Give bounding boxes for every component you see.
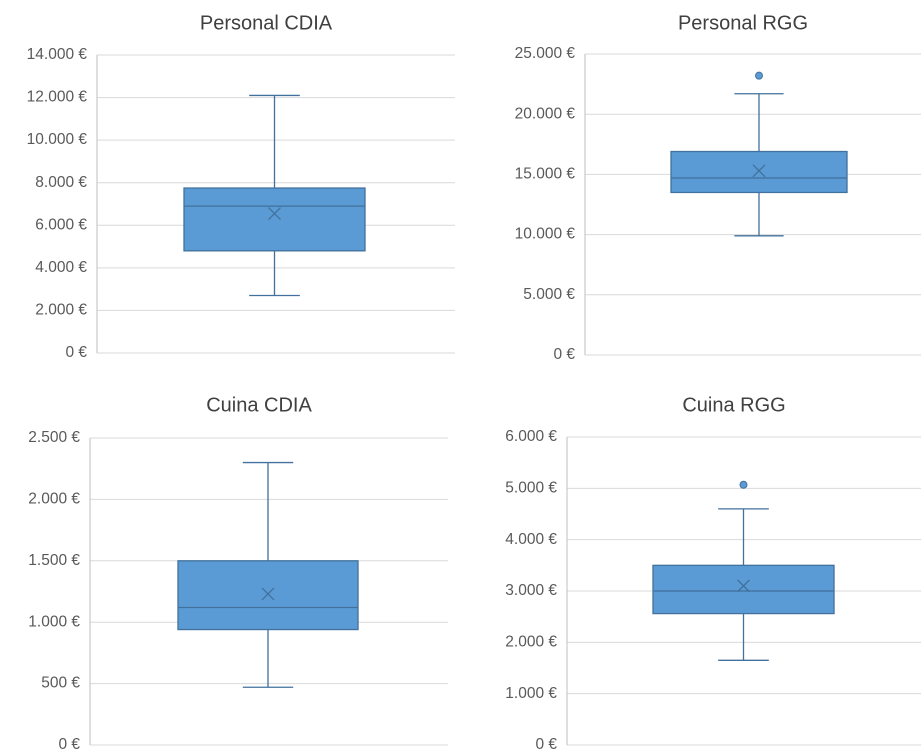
y-tick-label: 6.000 € [505, 428, 557, 445]
y-tick-label: 6.000 € [35, 216, 87, 233]
y-tick-label: 25.000 € [515, 45, 576, 62]
chart-title: Cuina RGG [682, 394, 785, 416]
y-tick-label: 3.000 € [505, 582, 557, 599]
y-tick-label: 0 € [535, 736, 557, 752]
y-tick-label: 10.000 € [515, 226, 576, 243]
y-tick-label: 5.000 € [523, 286, 575, 303]
y-tick-label: 15.000 € [515, 165, 576, 182]
y-tick-label: 5.000 € [505, 479, 557, 496]
y-tick-label: 0 € [553, 346, 575, 363]
y-tick-label: 500 € [41, 675, 80, 692]
y-tick-label: 1.000 € [28, 613, 80, 630]
y-tick-label: 4.000 € [35, 259, 87, 276]
y-tick-label: 2.000 € [28, 490, 80, 507]
box [670, 150, 848, 194]
y-tick-label: 4.000 € [505, 531, 557, 548]
outlier [755, 71, 763, 80]
mean-marker [268, 207, 281, 221]
y-tick-label: 0 € [58, 736, 80, 752]
mean-marker [737, 579, 750, 593]
y-tick-label: 0 € [65, 344, 87, 361]
box [177, 560, 359, 631]
y-tick-label: 8.000 € [35, 174, 87, 191]
y-tick-label: 2.500 € [28, 429, 80, 446]
mean-marker [752, 164, 766, 178]
mean-marker [261, 587, 275, 601]
outlier [739, 480, 748, 489]
y-tick-label: 20.000 € [515, 105, 576, 122]
chart-title: Cuina CDIA [206, 394, 312, 416]
y-tick-label: 12.000 € [27, 89, 88, 106]
chart-title: Personal RGG [678, 12, 808, 34]
box [652, 564, 835, 615]
y-tick-label: 14.000 € [27, 46, 88, 63]
y-tick-label: 2.000 € [505, 633, 557, 650]
box [183, 187, 366, 252]
y-tick-label: 1.000 € [505, 685, 557, 702]
y-tick-label: 1.500 € [28, 552, 80, 569]
y-tick-label: 10.000 € [27, 131, 88, 148]
chart-title: Personal CDIA [200, 12, 333, 34]
y-tick-label: 2.000 € [35, 302, 87, 319]
